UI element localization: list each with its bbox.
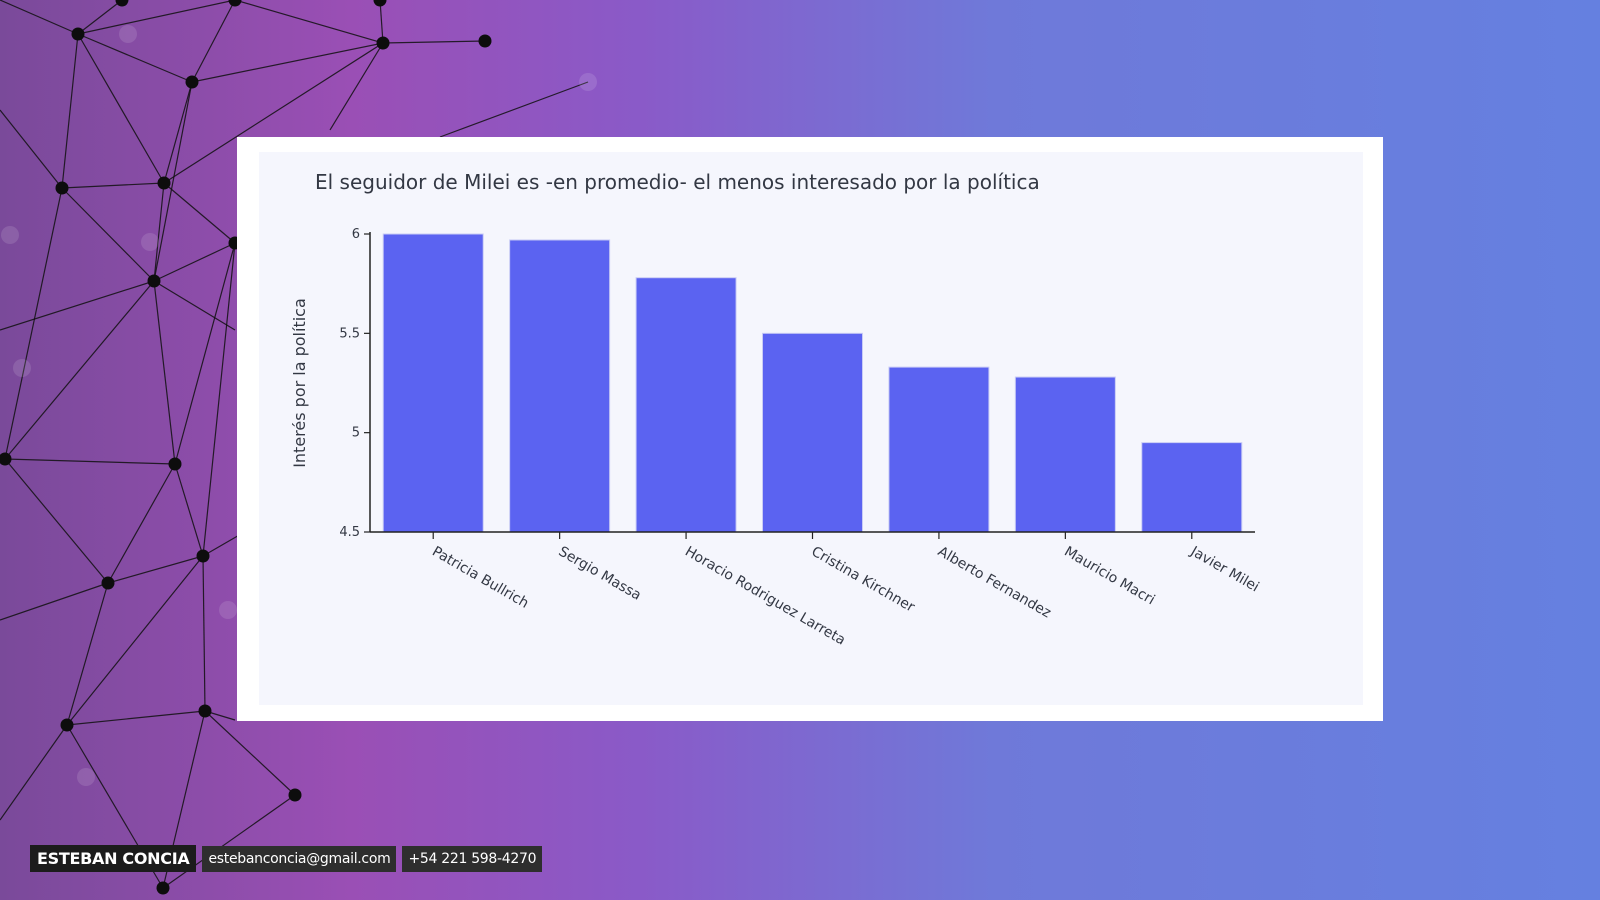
network-node-faint xyxy=(219,601,237,619)
bar xyxy=(382,233,484,533)
author-email[interactable]: estebanconcia@gmail.com xyxy=(202,845,397,872)
network-edge xyxy=(153,280,236,331)
chart-title: El seguidor de Milei es -en promedio- el… xyxy=(315,170,1040,194)
network-edge xyxy=(163,182,236,244)
network-node xyxy=(288,788,302,802)
bar xyxy=(1141,442,1243,533)
network-node xyxy=(147,274,161,288)
network-edge xyxy=(66,710,206,726)
network-node-faint xyxy=(579,73,597,91)
x-tick-label: Patricia Bullrich xyxy=(429,544,531,612)
network-node xyxy=(71,27,85,41)
network-edge xyxy=(107,555,204,584)
network-edge xyxy=(61,33,79,189)
network-node xyxy=(185,75,199,89)
network-edge xyxy=(66,582,109,726)
network-node-faint xyxy=(141,233,159,251)
y-axis-label: Interés por la política xyxy=(290,298,309,468)
network-edge xyxy=(153,242,236,282)
network-edge xyxy=(0,582,109,621)
network-node-faint xyxy=(1,226,19,244)
bar xyxy=(635,277,737,533)
network-node xyxy=(0,452,12,466)
network-edge xyxy=(0,109,63,189)
network-edge xyxy=(4,458,109,584)
network-edge xyxy=(379,0,384,44)
network-edge xyxy=(204,710,296,796)
y-tick-label: 5 xyxy=(352,426,360,441)
x-tick-label: Javier Milei xyxy=(1187,543,1262,595)
network-node xyxy=(115,0,129,7)
network-edge xyxy=(0,724,68,821)
network-edge xyxy=(202,555,206,712)
network-node xyxy=(478,34,492,48)
y-tick-label: 6 xyxy=(352,227,360,242)
x-tick-label: Mauricio Macri xyxy=(1061,544,1157,609)
x-tick-label: Cristina Kirchner xyxy=(809,544,918,616)
network-edge xyxy=(0,280,155,331)
network-edge xyxy=(153,280,176,465)
network-edge xyxy=(0,0,79,35)
author-phone: +54 221 598-4270 xyxy=(402,845,543,872)
bar xyxy=(888,366,990,533)
bar xyxy=(762,332,863,533)
network-edge xyxy=(439,81,589,138)
network-node xyxy=(157,176,171,190)
x-tick-label: Alberto Fernandez xyxy=(935,544,1054,622)
network-edge xyxy=(77,0,236,35)
network-node xyxy=(156,881,170,895)
network-node xyxy=(198,704,212,718)
bar xyxy=(509,239,611,533)
network-edge xyxy=(66,555,204,726)
network-node-faint xyxy=(77,768,95,786)
network-node xyxy=(168,457,182,471)
network-edge xyxy=(77,33,165,184)
y-tick-label: 5.5 xyxy=(339,326,360,341)
network-node xyxy=(228,0,242,7)
bar xyxy=(1014,376,1116,533)
network-edge xyxy=(162,794,296,889)
network-edge xyxy=(4,458,176,465)
network-edge xyxy=(234,0,384,44)
footer: ESTEBAN CONCIA estebanconcia@gmail.com +… xyxy=(30,845,543,872)
network-edge xyxy=(61,187,155,282)
author-name: ESTEBAN CONCIA xyxy=(30,845,197,872)
y-tick-label: 4.5 xyxy=(339,525,360,540)
network-edge xyxy=(4,187,63,460)
network-node xyxy=(196,549,210,563)
network-edge xyxy=(382,40,486,44)
x-tick-label: Sergio Massa xyxy=(556,544,644,604)
network-edge xyxy=(191,0,236,83)
network-edge xyxy=(153,81,193,282)
network-node-faint xyxy=(119,25,137,43)
network-edge xyxy=(174,463,204,557)
network-edge xyxy=(329,42,384,131)
network-edge xyxy=(4,280,155,460)
network-node xyxy=(101,576,115,590)
network-node xyxy=(60,718,74,732)
network-edge xyxy=(153,182,165,282)
network-node-faint xyxy=(13,359,31,377)
network-edge xyxy=(191,42,384,83)
network-node xyxy=(55,181,69,195)
network-edge xyxy=(77,33,193,83)
network-edge xyxy=(77,0,123,35)
network-edge xyxy=(163,81,193,184)
network-edge xyxy=(163,42,384,184)
network-node xyxy=(373,0,387,7)
network-edge xyxy=(61,182,165,189)
network-edge xyxy=(174,242,236,465)
network-edge xyxy=(202,242,236,557)
network-node xyxy=(376,36,390,50)
network-edge xyxy=(107,463,176,584)
